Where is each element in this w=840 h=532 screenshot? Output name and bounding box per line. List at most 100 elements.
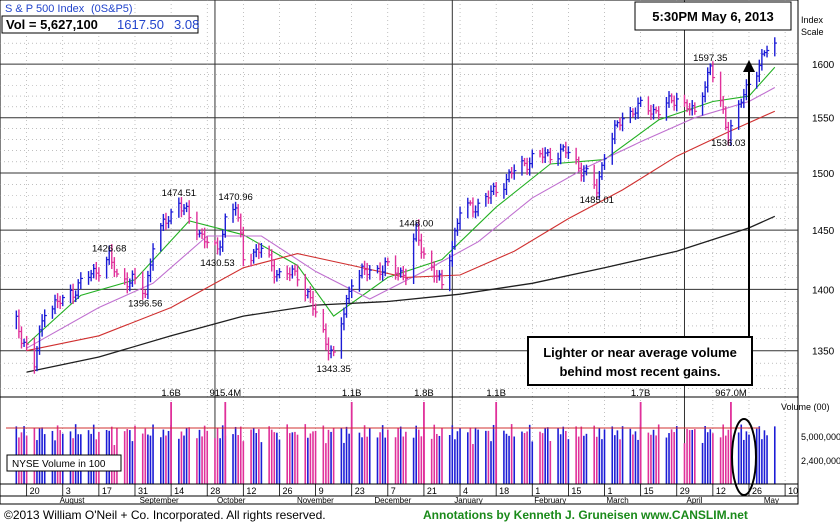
x-tick-label: 12 (246, 486, 256, 496)
price-bar (196, 211, 200, 241)
price-bar (348, 286, 352, 304)
volume-axis-tick-1: 5,000,000 (801, 432, 840, 442)
y-tick-label: 1600 (812, 60, 835, 71)
price-bar (222, 229, 225, 252)
price-bar (438, 270, 442, 281)
price-bar (126, 272, 130, 294)
price-bar (167, 216, 171, 229)
price-bar (743, 88, 747, 109)
price-bar (20, 326, 24, 349)
price-bar (242, 226, 246, 267)
price-bar (258, 242, 262, 259)
x-month-label: December (374, 496, 411, 505)
price-bar (730, 119, 734, 147)
price-callout-label: 1536.03 (711, 138, 745, 149)
price-bar (611, 132, 615, 165)
price-bar (332, 345, 336, 357)
y-tick-label: 1550 (812, 114, 835, 125)
price-bar (474, 205, 478, 219)
price-bar (737, 100, 741, 130)
price-bar (492, 182, 496, 196)
x-month-label: March (607, 496, 629, 505)
price-bar (87, 271, 91, 285)
price-bar (224, 213, 228, 238)
price-callout-label: 1430.53 (200, 258, 234, 269)
moving-average-200-day (26, 215, 776, 373)
price-bar (152, 243, 156, 271)
price-bar (129, 278, 133, 292)
price-bar (688, 103, 692, 116)
price-bar (619, 117, 623, 131)
price-bar (559, 143, 563, 165)
x-tick-label: 12 (716, 486, 726, 496)
price-bar (18, 309, 22, 339)
price-bar (41, 314, 45, 337)
annotation-box (527, 336, 753, 386)
price-bar (707, 67, 710, 93)
price-bar (526, 157, 530, 176)
price-bar (412, 233, 416, 285)
price-bar (423, 247, 427, 259)
price-bar (456, 218, 460, 236)
price-bar (647, 96, 651, 115)
price-bar (420, 233, 424, 259)
scale-label-scale: Scale (801, 27, 824, 37)
price-bar (116, 268, 120, 277)
x-month-label: November (297, 496, 334, 505)
price-bar (652, 104, 656, 120)
timestamp: 5:30PM May 6, 2013 (652, 9, 773, 24)
price-bar (539, 149, 543, 158)
price-bar (441, 269, 445, 290)
price-bar (276, 269, 280, 282)
moving-average-10-day (26, 66, 776, 345)
price-bar (467, 197, 470, 219)
copyright-text: ©2013 William O'Neil + Co. Incorporated.… (4, 508, 326, 522)
vol-box (1, 15, 199, 34)
x-axis-month-band (0, 495, 799, 505)
price-bar (33, 337, 37, 374)
price-bar (508, 169, 512, 183)
price-bar (547, 149, 550, 157)
price-bar (402, 265, 406, 281)
price-bar (369, 265, 372, 280)
price-bar (430, 250, 434, 271)
x-tick-label: 1 (608, 486, 613, 496)
price-bar (487, 190, 491, 204)
price-callout-label: 1396.56 (128, 299, 162, 310)
price-bar (766, 45, 770, 58)
annotation-arrow-head (743, 60, 755, 72)
price-bar (201, 228, 205, 239)
price-bar (56, 293, 60, 309)
x-tick-label: 17 (102, 486, 112, 496)
price-bar (111, 244, 114, 269)
price-bar (683, 94, 687, 107)
price-bar (216, 237, 220, 255)
price-bar (634, 107, 638, 120)
x-month-label: February (534, 496, 566, 505)
volume-callout-label: 915.4M (209, 388, 241, 399)
price-bar (616, 120, 620, 128)
price-bar (203, 227, 207, 249)
price-bar (578, 156, 581, 172)
callout-layer: 1426.68 1396.56 1474.51 1430.53 1470.96 1343.… (92, 53, 747, 399)
price-bar (240, 213, 243, 238)
price-bar (603, 153, 607, 170)
price-bar (160, 223, 163, 252)
moving-average-layer (26, 66, 776, 373)
price-bar (691, 100, 695, 116)
price-bar (250, 253, 254, 267)
price-bar (701, 92, 705, 116)
price-bars-layer (15, 37, 777, 374)
price-bar (325, 323, 329, 351)
price-bar (415, 222, 419, 242)
price-callout-label: 1470.96 (218, 192, 252, 203)
price-bar (505, 173, 509, 196)
price-callout-label: 1426.68 (92, 244, 126, 255)
price-bar (361, 263, 365, 279)
price-bar (686, 99, 690, 113)
x-tick-label: 21 (427, 486, 437, 496)
annotation-line-2: behind most recent gains. (559, 364, 720, 379)
x-tick-label: 3 (66, 486, 71, 496)
price-bar (629, 106, 633, 124)
x-tick-label: 23 (355, 486, 365, 496)
